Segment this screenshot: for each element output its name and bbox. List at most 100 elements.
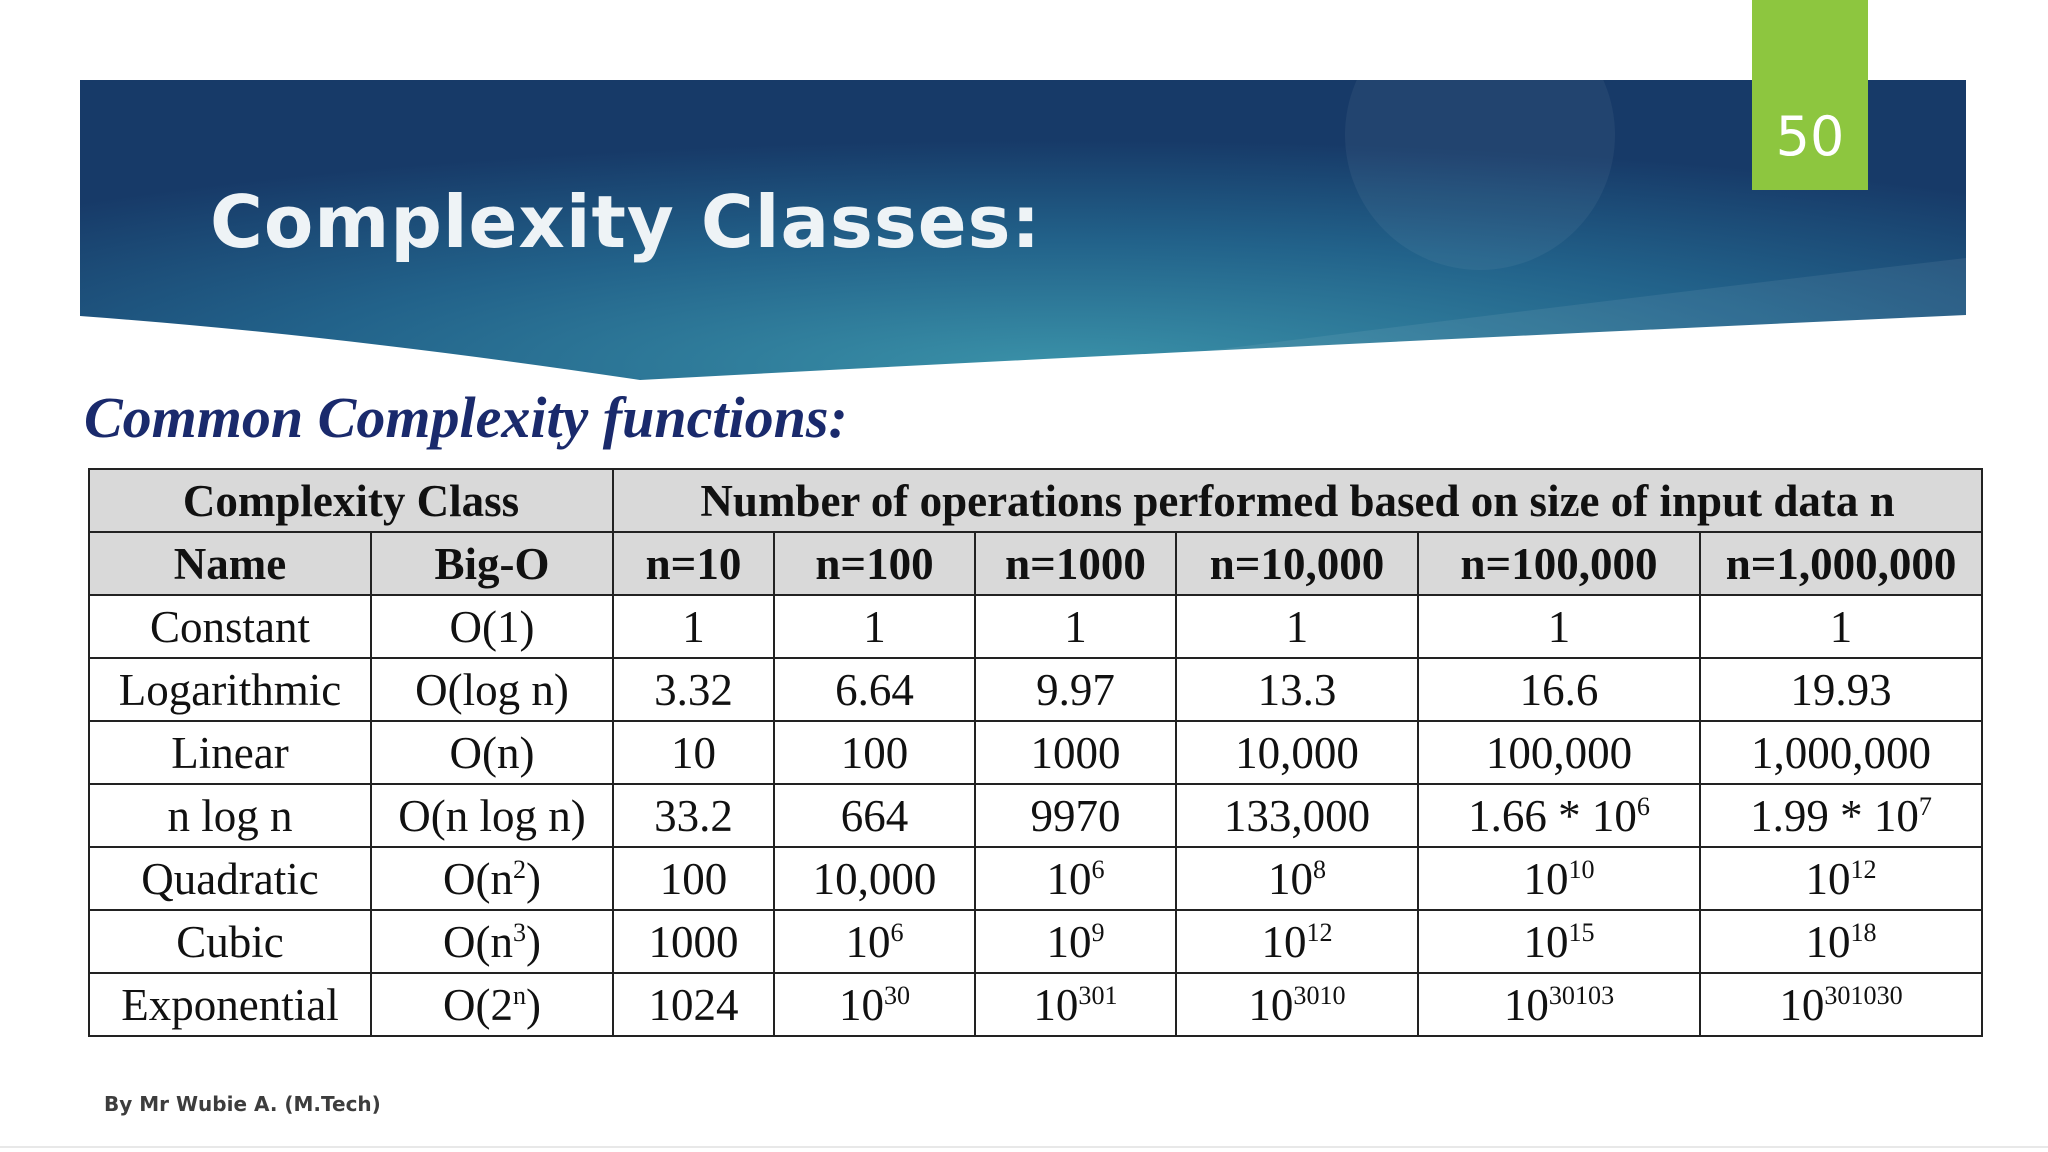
cell-text: 1,000,000 <box>1751 727 1932 778</box>
table-cell: 9.97 <box>974 657 1177 722</box>
cell-text: 16.6 <box>1519 664 1599 715</box>
cell-superscript: 10 <box>1568 854 1595 884</box>
author-footer: By Mr Wubie A. (M.Tech) <box>104 1092 381 1116</box>
table-cell: 1012 <box>1175 909 1419 974</box>
table-cell: 100 <box>773 720 976 785</box>
title-banner <box>80 80 1966 380</box>
complexity-class-header: Complexity Class <box>88 468 614 533</box>
table-cell: 1024 <box>612 972 775 1037</box>
table-cell: 1000 <box>612 909 775 974</box>
cell-text: 100 <box>659 853 728 904</box>
banner-background <box>80 80 1966 380</box>
cell-text: 1000 <box>1030 727 1121 778</box>
cell-superscript: n <box>512 980 527 1010</box>
table-row: Linear O(n) 10 100 1000 10,000 100,000 1,000,00… <box>88 720 1984 785</box>
cell-text: 19.93 <box>1790 664 1892 715</box>
table-cell: 1012 <box>1698 846 1984 911</box>
cell-text: 10 <box>1523 853 1569 904</box>
cell-text: 1 <box>863 601 886 652</box>
table-cell: 1,000,000 <box>1698 720 1984 785</box>
cell-text: 6.64 <box>835 664 914 715</box>
table-cell: 1 <box>1698 594 1984 659</box>
cell-superscript: 3010 <box>1293 980 1346 1010</box>
cell-superscript: 2 <box>512 854 527 884</box>
cell-text: Quadratic <box>141 853 319 904</box>
cell-text: 10 <box>1248 979 1294 1030</box>
column-header: Big-O <box>370 531 614 596</box>
slide-title: Complexity Classes: <box>210 180 1042 264</box>
cell-superscript: 30103 <box>1548 980 1615 1010</box>
table-cell: Quadratic <box>88 846 372 911</box>
cell-text: 1000 <box>648 916 739 967</box>
cell-text: Cubic <box>176 916 284 967</box>
cell-text: O(n <box>442 916 513 967</box>
cell-suffix: ) <box>526 853 542 904</box>
cell-text: O(2 <box>442 979 513 1030</box>
slide-number-badge: 50 <box>1752 0 1868 190</box>
cell-text: 9.97 <box>1036 664 1115 715</box>
column-header: n=1000 <box>974 531 1177 596</box>
table-cell: O(n) <box>370 720 614 785</box>
cell-text: 10 <box>1503 979 1549 1030</box>
cell-text: 10 <box>838 979 884 1030</box>
column-header: Name <box>88 531 372 596</box>
cell-text: 10 <box>1779 979 1825 1030</box>
cell-text: 1 <box>1829 601 1853 652</box>
cell-text: 10 <box>1805 853 1851 904</box>
cell-text: 10 <box>1046 916 1092 967</box>
table-cell: 1 <box>612 594 775 659</box>
cell-text: 10 <box>1267 853 1313 904</box>
table-cell: Logarithmic <box>88 657 372 722</box>
table-row: Exponential O(2n) 1024 1030 10301 103010 10301… <box>88 972 1984 1037</box>
cell-text: Linear <box>171 727 289 778</box>
table-cell: 1 <box>773 594 976 659</box>
cell-text: 1.66 * 10 <box>1468 790 1637 841</box>
cell-text: 10 <box>845 916 891 967</box>
table-cell: O(n log n) <box>370 783 614 848</box>
cell-text: 1024 <box>648 979 739 1030</box>
table-row: Constant O(1) 1 1 1 1 1 1 <box>88 594 1984 659</box>
cell-superscript: 7 <box>1918 791 1932 821</box>
table-cell: 1 <box>974 594 1177 659</box>
table-cell: 1.66 * 106 <box>1417 783 1701 848</box>
cell-text: 1 <box>1285 601 1309 652</box>
cell-text: 10,000 <box>812 853 937 904</box>
table-cell: 1000 <box>974 720 1177 785</box>
column-header-row: Name Big-O n=10 n=100 n=1000 n=10,000 n=… <box>88 531 1984 596</box>
cell-text: n log n <box>167 790 293 841</box>
column-header: n=10 <box>612 531 775 596</box>
table-cell: 1030 <box>773 972 976 1037</box>
column-header: n=100,000 <box>1417 531 1701 596</box>
table-cell: 1 <box>1417 594 1701 659</box>
cell-superscript: 6 <box>1636 791 1650 821</box>
table-cell: 10,000 <box>1175 720 1419 785</box>
cell-text: 9970 <box>1030 790 1121 841</box>
operations-header: Number of operations performed based on … <box>611 468 1984 533</box>
cell-text: 1 <box>682 601 705 652</box>
table-cell: 1015 <box>1417 909 1701 974</box>
cell-text: O(log n) <box>415 664 569 715</box>
cell-text: 1 <box>1064 601 1087 652</box>
table-cell: 106 <box>974 846 1177 911</box>
cell-text: O(n log n) <box>398 790 586 841</box>
slide-number: 50 <box>1775 105 1845 168</box>
cell-text: 100,000 <box>1485 727 1633 778</box>
slide-subtitle: Common Complexity functions: <box>84 385 848 450</box>
table-cell: 1010 <box>1417 846 1701 911</box>
table-cell: 1.99 * 107 <box>1698 783 1984 848</box>
table-cell: 108 <box>1175 846 1419 911</box>
table-cell: 10301 <box>974 972 1177 1037</box>
table-cell: 16.6 <box>1417 657 1701 722</box>
table-cell: 103010 <box>1175 972 1419 1037</box>
cell-text: 10,000 <box>1235 727 1359 778</box>
cell-text: 1.99 * 10 <box>1750 790 1919 841</box>
table-cell: 1 <box>1175 594 1419 659</box>
table-cell: Linear <box>88 720 372 785</box>
cell-text: Logarithmic <box>118 664 342 715</box>
bottom-divider <box>0 1146 2048 1148</box>
cell-text: 133,000 <box>1223 790 1371 841</box>
table-row: Logarithmic O(log n) 3.32 6.64 9.97 13.3 16.6 1… <box>88 657 1984 722</box>
column-header: n=100 <box>773 531 976 596</box>
cell-text: O(1) <box>449 601 535 652</box>
cell-text: 10 <box>1261 916 1307 967</box>
